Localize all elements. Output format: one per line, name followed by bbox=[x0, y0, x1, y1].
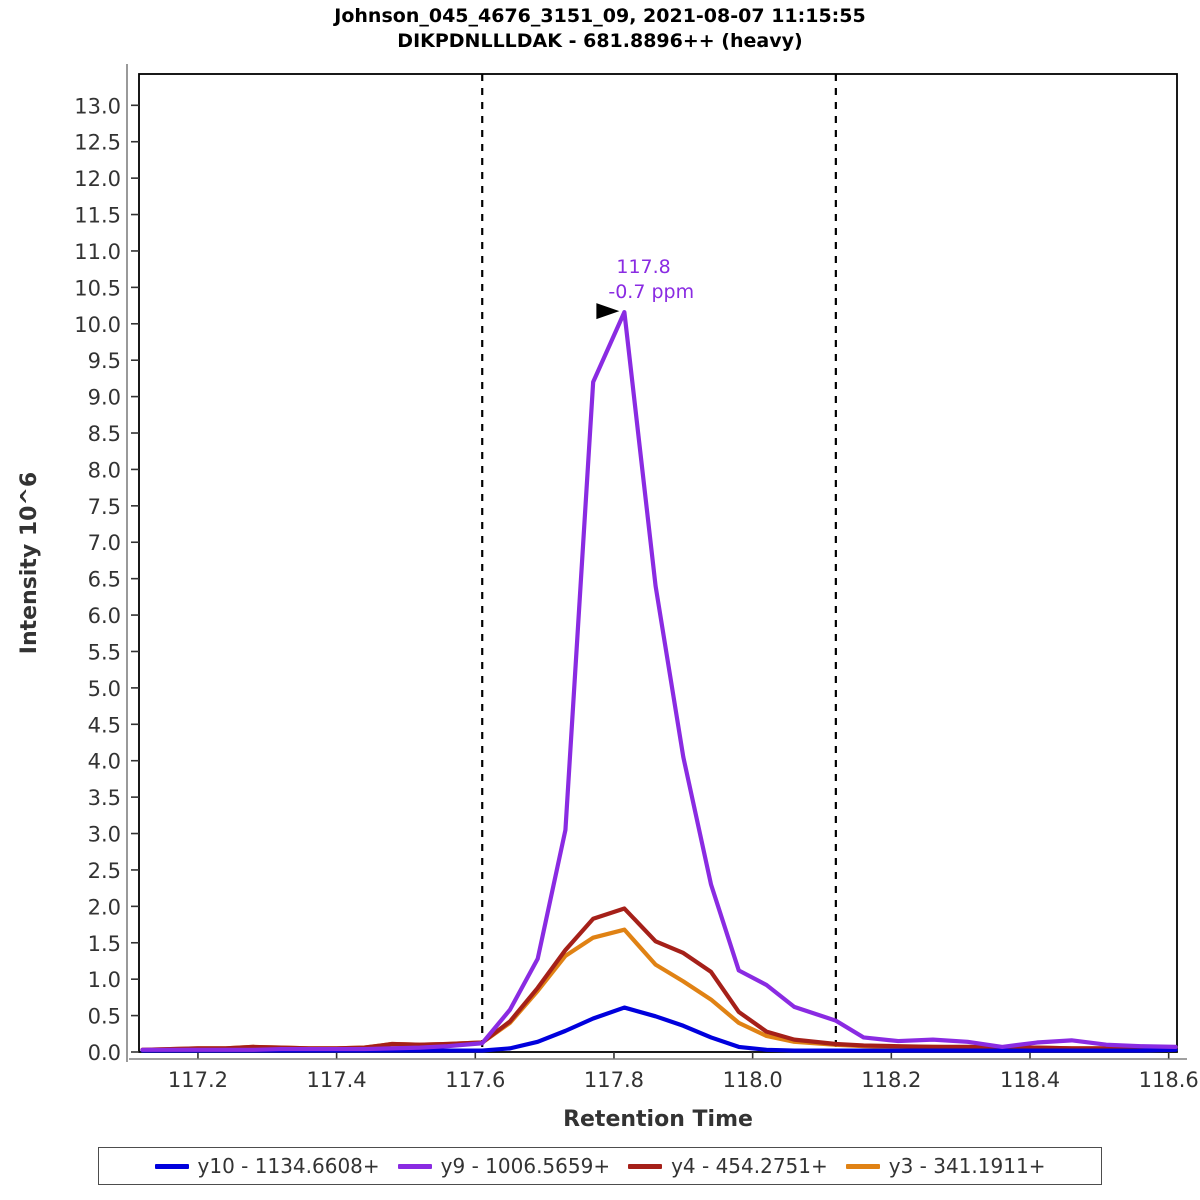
chromatogram-trace bbox=[140, 906, 1178, 1052]
x-tick-label: 117.2 bbox=[168, 1068, 228, 1092]
y-tick-label: 5.0 bbox=[88, 677, 121, 701]
y-tick-label: 7.0 bbox=[88, 531, 121, 555]
legend-label: y10 - 1134.6608+ bbox=[197, 1154, 380, 1178]
legend-entry[interactable]: y9 - 1006.5659+ bbox=[389, 1154, 619, 1178]
y-tick-label: 9.5 bbox=[88, 349, 121, 373]
legend-entry[interactable]: y10 - 1134.6608+ bbox=[146, 1154, 389, 1178]
y-tick-label: 3.0 bbox=[88, 823, 121, 847]
x-tick-label: 117.4 bbox=[307, 1068, 367, 1092]
chromatogram-traces bbox=[140, 310, 1178, 1053]
y-tick-label: 1.5 bbox=[88, 932, 121, 956]
y-tick-label: 4.5 bbox=[88, 713, 121, 737]
y-tick-label: 1.0 bbox=[88, 968, 121, 992]
chromatogram-trace bbox=[140, 927, 1178, 1052]
y-tick-label: 5.5 bbox=[88, 640, 121, 664]
annotation-ppm-label: -0.7 ppm bbox=[608, 281, 694, 303]
legend-entry[interactable]: y4 - 454.2751+ bbox=[619, 1154, 837, 1178]
y-tick-label: 7.5 bbox=[88, 495, 121, 519]
legend-color-swatch bbox=[154, 1163, 189, 1169]
y-axis-label: Intensity 10^6 bbox=[17, 472, 42, 654]
y-tick-label: 2.0 bbox=[88, 895, 121, 919]
y-tick-label: 8.0 bbox=[88, 458, 121, 482]
y-tick-label: 3.5 bbox=[88, 786, 121, 810]
x-tick-label: 118.0 bbox=[723, 1068, 783, 1092]
annotation-rt-label: 117.8 bbox=[616, 256, 670, 278]
legend-color-swatch bbox=[845, 1163, 880, 1169]
x-axis-label: Retention Time bbox=[563, 1107, 753, 1132]
y-tick-label: 11.5 bbox=[74, 204, 121, 228]
y-tick-label: 11.0 bbox=[74, 240, 121, 264]
x-tick-label: 117.6 bbox=[445, 1068, 505, 1092]
y-tick-label: 0.5 bbox=[88, 1005, 121, 1029]
legend-label: y4 - 454.2751+ bbox=[671, 1154, 828, 1178]
x-tick-label: 118.2 bbox=[861, 1068, 921, 1092]
chromatogram-trace bbox=[140, 310, 1178, 1052]
plot-frame bbox=[138, 73, 1178, 1053]
legend-label: y3 - 341.1911+ bbox=[888, 1154, 1046, 1178]
y-tick-label: 2.5 bbox=[88, 859, 121, 883]
x-tick-label: 118.6 bbox=[1139, 1068, 1199, 1092]
page-subtitle: DIKPDNLLLDAK - 681.8896++ (heavy) bbox=[397, 30, 803, 52]
legend-color-swatch bbox=[628, 1163, 663, 1169]
legend-entry[interactable]: y3 - 341.1911+ bbox=[837, 1154, 1055, 1178]
page-title: Johnson_045_4676_3151_09, 2021-08-07 11:… bbox=[334, 5, 866, 27]
x-tick-label: 118.4 bbox=[1000, 1068, 1060, 1092]
integration-boundary-lines bbox=[481, 74, 837, 1052]
y-tick-label: 4.0 bbox=[88, 750, 121, 774]
y-tick-label: 10.5 bbox=[74, 276, 121, 300]
y-tick-label: 9.0 bbox=[88, 386, 121, 410]
y-tick-label: 6.5 bbox=[88, 568, 121, 592]
chart-title-block: Johnson_045_4676_3151_09, 2021-08-07 11:… bbox=[0, 4, 1200, 54]
peak-apex-marker-icon bbox=[596, 303, 620, 320]
y-tick-label: 12.5 bbox=[74, 131, 121, 155]
legend-color-swatch bbox=[397, 1163, 432, 1169]
y-tick-label: 8.5 bbox=[88, 422, 121, 446]
y-tick-label: 6.0 bbox=[88, 604, 121, 628]
y-axis-ticks: 0.0 0.5 1.0 1.5 2.0 2.5 3.0 3.5 4.0 4.5 5.0 5.5 6.0 6… bbox=[74, 64, 139, 1065]
x-tick-label: 117.8 bbox=[584, 1068, 644, 1092]
legend-items: y10 - 1134.6608+ y9 - 1006.5659+ y4 - 454.… bbox=[146, 1154, 1055, 1178]
peak-annotation: 117.8 -0.7 ppm bbox=[596, 256, 694, 320]
legend-label: y9 - 1006.5659+ bbox=[440, 1154, 611, 1178]
y-tick-label: 13.0 bbox=[74, 94, 121, 118]
legend: y10 - 1134.6608+ y9 - 1006.5659+ y4 - 454.… bbox=[98, 1147, 1102, 1185]
y-tick-label: 10.0 bbox=[74, 313, 121, 337]
x-axis-ticks: 117.2 117.4 117.6 117.8 118.0 118.2 118.4 118.6 bbox=[129, 1052, 1199, 1092]
y-tick-label: 0.0 bbox=[88, 1041, 121, 1065]
y-tick-label: 12.0 bbox=[74, 167, 121, 191]
